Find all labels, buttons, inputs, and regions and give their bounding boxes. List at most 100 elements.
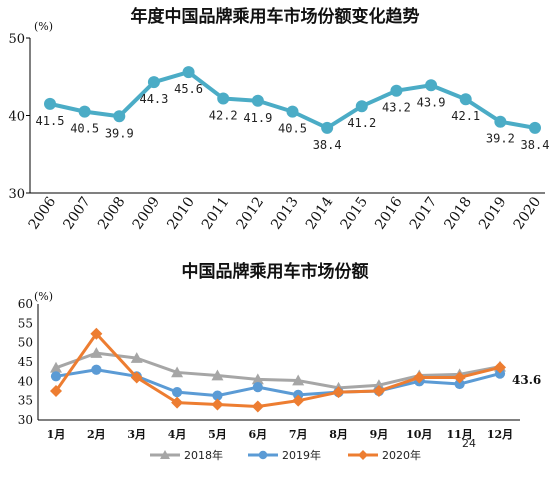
- chart2-y-tick-label: 55: [18, 316, 33, 330]
- page-number: 24: [462, 437, 476, 450]
- chart2-series-line: [55, 368, 501, 398]
- chart1-data-label: 39.2: [486, 132, 515, 146]
- chart1-data-point: [217, 92, 230, 105]
- legend-swatch-marker: [358, 450, 368, 460]
- chart1-data-point: [44, 97, 56, 110]
- chart2-data-point: [292, 394, 305, 407]
- chart2-data-point: [211, 369, 224, 381]
- chart2-x-tick-label: 8月: [329, 428, 348, 441]
- chart2-x-tick-label: 2月: [87, 428, 106, 441]
- chart2-legend: 2018年 2019年 2020年: [150, 448, 421, 462]
- chart2-data-point: [130, 352, 143, 363]
- chart2-series: [50, 327, 506, 413]
- chart2-x-tick-label: 9月: [370, 428, 389, 441]
- chart2-x-tick-label: 12月: [487, 428, 513, 441]
- chart1-data-point: [459, 93, 472, 106]
- chart2-data-point: [171, 396, 184, 409]
- chart1-data-label: 38.4: [313, 138, 342, 152]
- chart2-data-point: [251, 373, 264, 385]
- chart2-series-line: [54, 332, 501, 408]
- chart1-data-label: 43.2: [382, 101, 411, 115]
- chart2-data-point: [171, 366, 184, 378]
- chart1-x-tick-label: 2007: [60, 194, 94, 232]
- monthly-share-chart: 中国品牌乘用车市场份额 (%) 30 35 40 45 50 55 60 1月 2月 3月 4月 5…: [18, 261, 542, 462]
- chart1-x-tick-label: 2020: [511, 194, 545, 232]
- chart1-y-tick-label: 40: [8, 110, 25, 125]
- chart2-data-point: [50, 361, 62, 373]
- chart2-x-tick-label: 1月: [47, 428, 66, 441]
- chart2-x-tick-label: 7月: [289, 428, 308, 441]
- chart2-data-point: [171, 387, 183, 398]
- chart1-data-point: [355, 100, 368, 113]
- chart2-y-tick-label: 60: [18, 297, 33, 311]
- chart2-data-point: [332, 386, 345, 399]
- chart1-y-tick-label: 30: [8, 187, 25, 202]
- chart1-y-tick-label: 50: [8, 32, 25, 47]
- chart2-y-tick-label: 45: [18, 355, 33, 369]
- chart2-data-point: [50, 371, 62, 382]
- chart2-unit-label: (%): [34, 290, 53, 303]
- chart1-unit-label: (%): [34, 20, 53, 33]
- chart1-data-point: [390, 84, 403, 97]
- chart2-x-tick-label: 11月: [446, 428, 472, 441]
- chart2-x-tick-label: 3月: [127, 428, 146, 441]
- chart2-data-point: [90, 327, 103, 340]
- chart1-x-tick-label: 2008: [95, 194, 129, 232]
- chart2-data-point: [453, 371, 466, 384]
- chart2-data-point: [91, 364, 102, 375]
- chart1-data-label: 40.5: [70, 122, 99, 136]
- chart2-y-tick-label: 50: [18, 336, 33, 350]
- chart2-data-point: [372, 385, 385, 397]
- chart1-data-point: [113, 110, 126, 123]
- legend-label: 2019年: [282, 448, 321, 462]
- chart2-data-point: [90, 347, 103, 358]
- chart1-data-point: [78, 105, 91, 118]
- chart2-series-2018年: [50, 347, 506, 393]
- chart1-data-point: [321, 121, 334, 134]
- chart1-data-point: [182, 66, 195, 79]
- chart1-y-ticks: 30 40 50: [8, 32, 30, 202]
- chart1-x-tick-label: 2011: [199, 194, 233, 232]
- chart1-data-point: [286, 105, 299, 118]
- chart1-data-label: 41.9: [243, 111, 272, 125]
- chart2-x-ticks: 1月 2月 3月 4月 5月 6月 7月 8月 9月 10月 11月 12月: [47, 428, 513, 441]
- chart1-data-label: 43.9: [417, 95, 446, 109]
- chart1-data-label: 41.2: [347, 116, 376, 130]
- chart1-x-tick-label: 2012: [234, 194, 268, 232]
- chart1-data-label: 45.6: [174, 82, 203, 96]
- chart2-x-tick-label: 4月: [168, 428, 187, 441]
- chart2-series-2019年: [50, 364, 506, 401]
- chart1-data-point: [529, 121, 541, 134]
- chart1-x-tick-label: 2010: [164, 194, 198, 232]
- chart2-y-tick-label: 40: [18, 374, 33, 388]
- chart1-x-ticks: 2006 2007 2008 2009 2010 2011 2012 2013 2014 2015…: [26, 194, 545, 232]
- chart2-data-point: [454, 378, 465, 390]
- chart1-x-tick-label: 2013: [268, 194, 302, 232]
- legend-item: 2019年: [248, 448, 321, 462]
- chart2-y-tick-label: 30: [18, 413, 33, 427]
- chart1-x-tick-label: 2006: [26, 194, 60, 232]
- chart2-data-point: [494, 361, 506, 374]
- chart2-x-tick-label: 10月: [406, 428, 432, 441]
- chart1-data-point: [425, 79, 438, 92]
- chart1-data-label: 42.1: [451, 109, 480, 123]
- chart1-data-label: 39.9: [105, 126, 134, 140]
- chart2-x-tick-label: 6月: [248, 428, 267, 441]
- chart1-data-point: [147, 76, 160, 89]
- legend-label: 2018年: [184, 448, 223, 462]
- chart2-y-ticks: 30 35 40 45 50 55 60: [18, 297, 33, 427]
- chart2-title: 中国品牌乘用车市场份额: [182, 261, 369, 282]
- chart2-data-point: [130, 371, 143, 384]
- chart1-x-tick-label: 2018: [441, 194, 475, 232]
- chart1-data-label: 41.5: [36, 114, 65, 128]
- chart1-title: 年度中国品牌乘用车市场份额变化趋势: [131, 6, 420, 27]
- chart2-data-point: [50, 385, 62, 397]
- chart1-series: [44, 66, 541, 134]
- chart1-data-label: 42.2: [209, 108, 238, 122]
- chart2-data-point: [251, 400, 264, 413]
- chart1-data-labels: 41.5 40.5 39.9 44.3 45.6 42.2 41.9 40.5 38.4 41.2…: [36, 82, 550, 152]
- chart1-x-tick-label: 2017: [407, 194, 441, 232]
- chart1-x-tick-label: 2009: [130, 194, 164, 232]
